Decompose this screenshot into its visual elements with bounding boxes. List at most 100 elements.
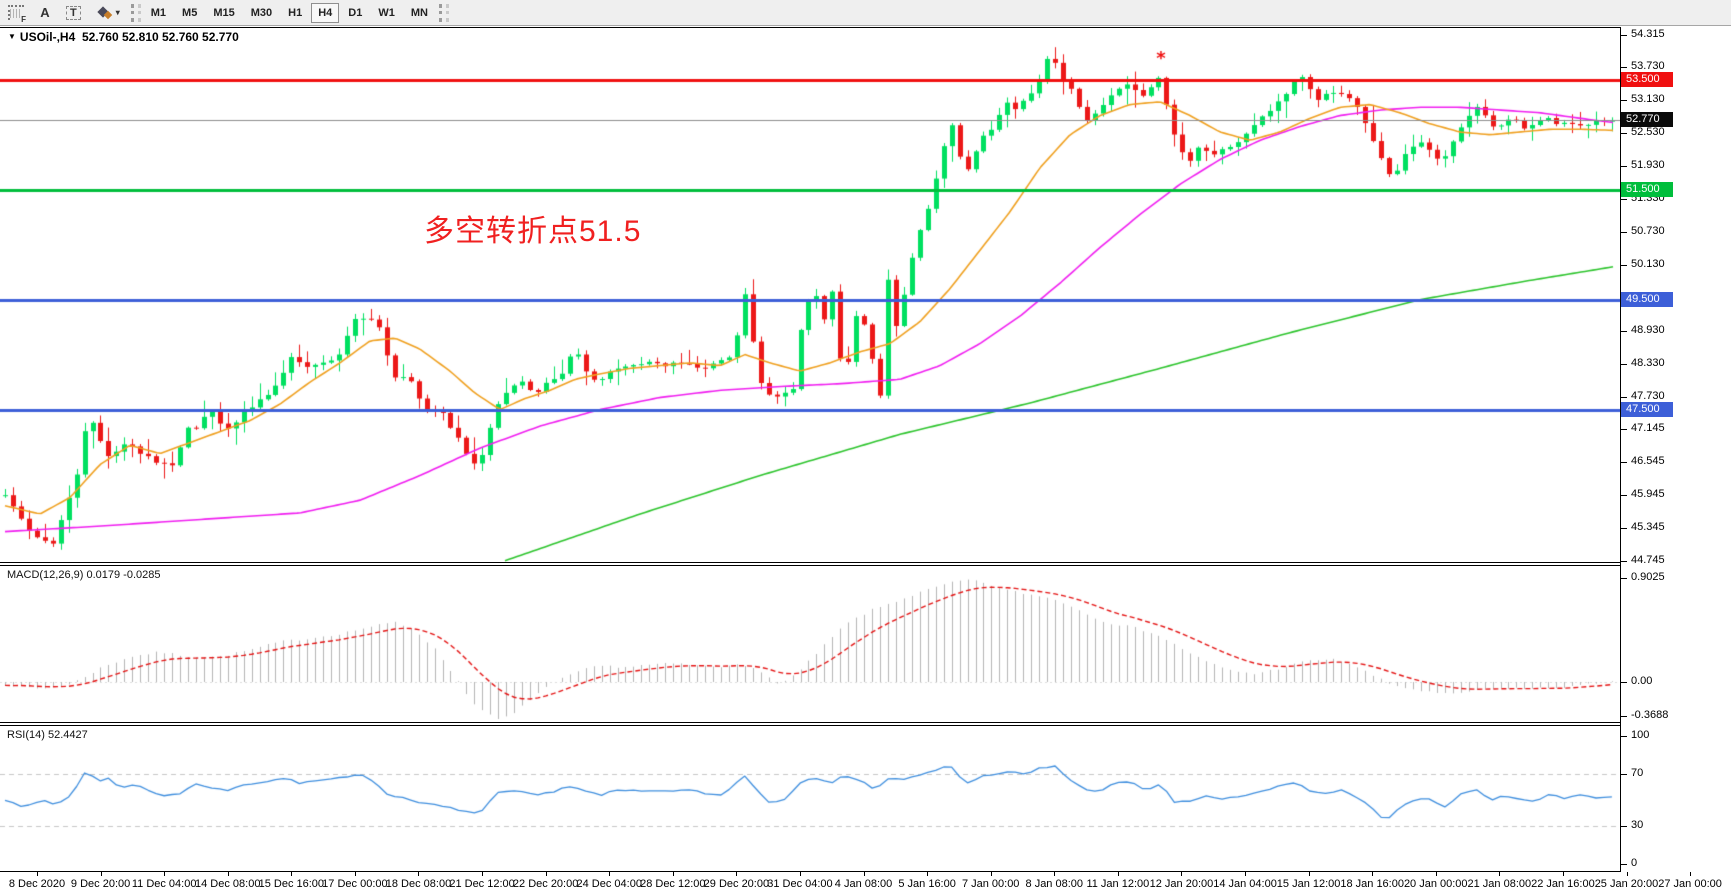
- time-axis-tick: [37, 872, 38, 876]
- time-axis-label: 31 Dec 04:00: [767, 878, 833, 890]
- toolbar: F A T ▾ M1 M5 M15 M30 H1 H4 D1 W1 MN: [0, 0, 1731, 26]
- time-axis-label: 14 Dec 08:00: [195, 878, 261, 890]
- axis-tick: [1621, 528, 1627, 529]
- chart-title[interactable]: ▼ USOil-,H4 52.760 52.810 52.760 52.770: [8, 30, 239, 44]
- axis-tick: [1621, 166, 1627, 167]
- time-axis-tick: [1181, 872, 1182, 876]
- time-axis-tick: [736, 872, 737, 876]
- price-axis-label: 53.130: [1631, 93, 1665, 106]
- timeframe-button-D1[interactable]: D1: [348, 6, 363, 19]
- axis-tick: [1621, 397, 1627, 398]
- time-axis-tick: [864, 872, 865, 876]
- time-axis-label: 11 Jan 12:00: [1086, 878, 1150, 890]
- timeframe-button-H1[interactable]: H1: [288, 6, 303, 19]
- template-tool-button[interactable]: F: [1, 3, 31, 24]
- time-axis-tick: [1245, 872, 1246, 876]
- time-axis-label: 12 Jan 20:00: [1149, 878, 1214, 890]
- main-macd-divider[interactable]: [0, 562, 1731, 563]
- timeframe-button-M1[interactable]: M1: [150, 6, 167, 19]
- macd-panel-canvas[interactable]: [0, 566, 1620, 722]
- price-axis-label: 51.930: [1631, 159, 1665, 172]
- time-axis-label: 17 Dec 00:00: [322, 878, 388, 890]
- time-axis-label: 21 Jan 08:00: [1467, 878, 1532, 890]
- timeframe-button-M30[interactable]: M30: [250, 6, 273, 19]
- axis-tick: [1621, 100, 1627, 101]
- grid-f-icon: F: [8, 5, 26, 24]
- time-axis-tick: [164, 872, 165, 876]
- time-axis-label: 18 Jan 16:00: [1340, 878, 1404, 890]
- rsi-axis-label: 0: [1631, 857, 1638, 869]
- text-box-tool-button[interactable]: T: [59, 3, 88, 23]
- time-axis-label: 20 Jan 00:00: [1403, 878, 1468, 890]
- timeframe-button-H4[interactable]: H4: [311, 2, 340, 23]
- axis-tick: [1621, 429, 1627, 430]
- main-macd-divider-2: [0, 565, 1731, 566]
- macd-axis-label: -0.3688: [1631, 709, 1669, 721]
- timeframe-button-W1[interactable]: W1: [378, 6, 395, 19]
- rsi-axis-label: 70: [1631, 767, 1644, 780]
- time-axis-tick: [1309, 872, 1310, 876]
- axis-tick: [1621, 199, 1627, 200]
- timeframe-button-MN[interactable]: MN: [410, 6, 428, 19]
- axis-tick: [1621, 774, 1627, 775]
- axis-tick: [1621, 826, 1627, 827]
- axis-tick: [1621, 578, 1627, 579]
- axis-tick: [1621, 864, 1627, 865]
- time-axis-tick: [673, 872, 674, 876]
- time-axis-label: 8 Dec 2020: [8, 878, 66, 890]
- price-axis-label: 50.730: [1631, 225, 1665, 238]
- time-axis-label: 29 Dec 20:00: [703, 878, 770, 890]
- time-axis-tick: [609, 872, 610, 876]
- text-label-tool-button[interactable]: A: [33, 3, 57, 23]
- axis-tick: [1621, 736, 1627, 737]
- rsi-panel-canvas[interactable]: [0, 726, 1620, 871]
- axis-tick: [1621, 716, 1627, 717]
- price-axis-label: 53.730: [1631, 60, 1665, 73]
- arrows-tool-button[interactable]: ▾: [90, 3, 127, 23]
- time-axis-label: 4 Jan 08:00: [834, 878, 893, 890]
- axis-tick: [1621, 35, 1627, 36]
- toolbar-separator: [438, 3, 449, 22]
- time-axis[interactable]: 8 Dec 2020 9 Dec 20:00 11 Dec 04:00 14 Dec …: [0, 872, 1731, 896]
- ohlc-values: 52.760 52.810 52.760 52.770: [81, 30, 239, 44]
- time-axis-tick: [1054, 872, 1055, 876]
- time-axis-label: 27 Jan 00:00: [1658, 878, 1722, 890]
- time-axis-label: 14 Jan 04:00: [1213, 878, 1277, 890]
- axis-tick: [1621, 232, 1627, 233]
- price-axis[interactable]: 54.315 53.730 53.130 52.530 51.930 51.330 50.7…: [1621, 27, 1731, 872]
- time-axis-label: 24 Dec 04:00: [576, 878, 642, 890]
- time-axis-label: 8 Jan 08:00: [1025, 878, 1084, 890]
- macd-rsi-divider[interactable]: [0, 722, 1731, 723]
- axis-tick: [1621, 331, 1627, 332]
- timeframe-button-M15[interactable]: M15: [213, 6, 235, 19]
- time-axis-tick: [1690, 872, 1691, 876]
- main-chart-canvas[interactable]: [0, 28, 1620, 562]
- time-axis-tick: [291, 872, 292, 876]
- price-axis-label: 52.530: [1631, 126, 1665, 139]
- axis-tick: [1621, 364, 1627, 365]
- symbol-period: USOil-,H4: [19, 30, 76, 44]
- time-axis-tick: [1627, 872, 1628, 876]
- time-axis-tick: [101, 872, 102, 876]
- time-axis-label: 18 Dec 08:00: [385, 878, 452, 890]
- macd-axis-label: 0.00: [1631, 675, 1653, 687]
- price-axis-divider: [1620, 27, 1621, 872]
- time-axis-tick: [1372, 872, 1373, 876]
- price-axis-label: 47.730: [1631, 389, 1665, 402]
- axis-tick: [1621, 265, 1627, 266]
- time-axis-tick: [418, 872, 419, 876]
- timeframe-buttons: M1 M5 M15 M30 H1 H4 D1 W1 MN: [143, 2, 436, 23]
- price-axis-label: 45.945: [1631, 488, 1665, 501]
- macd-rsi-divider-2: [0, 725, 1731, 726]
- axis-tick: [1621, 133, 1627, 134]
- axis-tick: [1621, 495, 1627, 496]
- chart-annotation-text[interactable]: 多空转折点51.5: [424, 215, 642, 248]
- rsi-indicator-label: RSI(14) 52.4427: [7, 729, 88, 741]
- time-axis-tick: [1563, 872, 1564, 876]
- text-a-icon: A: [40, 5, 50, 20]
- collapse-arrow-icon: ▼: [8, 32, 16, 41]
- timeframe-button-M5[interactable]: M5: [182, 6, 198, 19]
- text-box-icon: T: [66, 5, 81, 20]
- price-badge-49.500: 49.500: [1621, 291, 1673, 307]
